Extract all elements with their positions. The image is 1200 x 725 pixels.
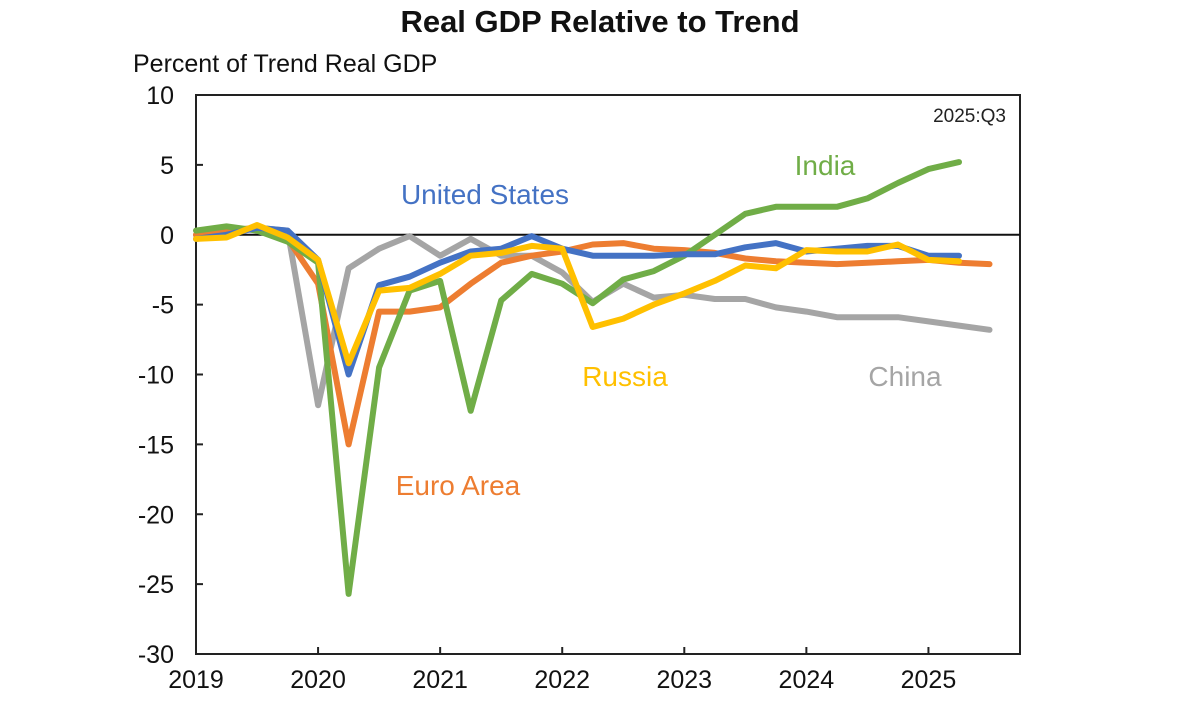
x-tick-label: 2024 [779,666,835,694]
y-tick-label: 5 [160,152,174,180]
date-annotation: 2025:Q3 [933,106,1006,127]
x-tick-label: 2021 [412,666,468,694]
y-tick-label: -30 [138,641,174,669]
series-label-russia: Russia [582,361,668,392]
x-tick-label: 2020 [290,666,346,694]
y-tick-label: 10 [146,82,174,110]
y-tick-label: -10 [138,362,174,390]
y-tick-label: -15 [138,431,174,459]
y-tick-label: -20 [138,501,174,529]
series-label-euro-area: Euro Area [396,470,521,501]
y-axis-label: Percent of Trend Real GDP [133,50,437,78]
x-tick-label: 2025 [901,666,957,694]
x-tick-label: 2022 [534,666,590,694]
x-tick-label: 2023 [656,666,712,694]
y-tick-label: -5 [152,292,174,320]
chart-title: Real GDP Relative to Trend [400,4,799,39]
series-label-united-states: United States [401,179,569,210]
series-line-euro-area [193,224,993,448]
y-tick-label: -25 [138,571,174,599]
series-label-india: India [795,150,856,181]
series-label-china: China [868,361,942,392]
series-line-russia [193,222,962,367]
y-tick-label: 0 [160,222,174,250]
x-tick-label: 2019 [168,666,224,694]
